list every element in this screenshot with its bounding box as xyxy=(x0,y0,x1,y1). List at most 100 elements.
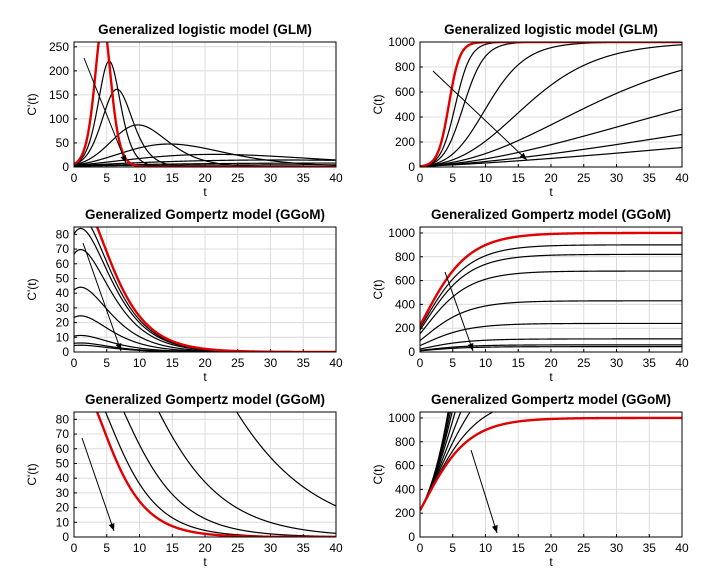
x-tick-label: 0 xyxy=(71,356,78,370)
y-tick-label: 60 xyxy=(56,257,70,271)
chart-panel-6: Generalized Gompertz model (GGoM) 0 5 10 15 2… xyxy=(371,392,689,569)
y-tick-label: 600 xyxy=(395,274,415,288)
y-tick-label: 0 xyxy=(62,530,69,544)
x-axis-label: t xyxy=(549,555,553,569)
x-tick-label: 15 xyxy=(166,356,180,370)
series-group xyxy=(420,412,682,511)
chart-title: Generalized Gompertz model (GGoM) xyxy=(431,392,671,407)
chart-title: Generalized Gompertz model (GGoM) xyxy=(85,207,325,222)
x-tick-label: 30 xyxy=(610,356,624,370)
series-line-3 xyxy=(420,412,471,511)
x-tick-label: 25 xyxy=(231,171,245,185)
y-tick-label: 70 xyxy=(56,427,70,441)
y-tick-label: 0 xyxy=(408,530,415,544)
series-line-6 xyxy=(74,153,336,167)
x-tick-label: 20 xyxy=(198,171,212,185)
series-line-6 xyxy=(420,322,682,347)
x-tick-label: 0 xyxy=(71,541,78,555)
x-tick-label: 0 xyxy=(417,171,424,185)
chart-title: Generalized Gompertz model (GGoM) xyxy=(85,392,325,407)
x-tick-label: 10 xyxy=(479,541,493,555)
y-tick-label: 20 xyxy=(56,316,70,330)
y-tick-label: 50 xyxy=(56,271,70,285)
y-tick-label: 800 xyxy=(395,250,415,264)
trend-arrow-head xyxy=(491,525,498,533)
y-tick-label: 1000 xyxy=(388,226,415,240)
x-tick-label: 20 xyxy=(544,356,558,370)
y-tick-label: 400 xyxy=(395,110,415,124)
y-tick-label: 200 xyxy=(395,135,415,149)
trend-arrow-head xyxy=(120,155,126,163)
x-tick-label: 25 xyxy=(577,541,591,555)
x-tick-label: 30 xyxy=(264,541,278,555)
y-tick-label: 50 xyxy=(56,136,70,150)
trend-arrow xyxy=(83,57,127,164)
x-tick-label: 10 xyxy=(133,541,147,555)
series-line-9 xyxy=(420,346,682,352)
series-line-9 xyxy=(420,146,682,167)
y-axis-label: C(t) xyxy=(371,95,385,115)
y-tick-label: 50 xyxy=(56,456,70,470)
axes-frame xyxy=(419,41,683,168)
x-tick-label: 35 xyxy=(297,356,311,370)
series-line-2 xyxy=(420,244,682,329)
series-line-5 xyxy=(420,44,682,167)
y-tick-label: 30 xyxy=(56,486,70,500)
y-tick-label: 10 xyxy=(56,330,70,344)
y-tick-label: 10 xyxy=(56,515,70,529)
series-line-1 xyxy=(74,42,336,167)
axes-frame xyxy=(73,411,337,538)
series-group xyxy=(420,231,682,352)
y-axis-label: C(t) xyxy=(371,465,385,485)
y-tick-label: 250 xyxy=(49,40,69,54)
y-tick-label: 60 xyxy=(56,442,70,456)
y-tick-label: 0 xyxy=(62,345,69,359)
series-line-4 xyxy=(158,412,336,534)
chart-title: Generalized logistic model (GLM) xyxy=(98,22,312,37)
chart-title: Generalized Gompertz model (GGoM) xyxy=(431,207,671,222)
chart-title: Generalized logistic model (GLM) xyxy=(444,22,658,37)
x-tick-label: 40 xyxy=(675,171,689,185)
series-line-2 xyxy=(420,412,495,511)
y-tick-label: 1000 xyxy=(388,35,415,49)
series-line-7 xyxy=(420,108,682,167)
axes-frame xyxy=(419,411,683,538)
y-tick-label: 200 xyxy=(395,506,415,520)
y-tick-label: 400 xyxy=(395,297,415,311)
x-tick-label: 0 xyxy=(417,356,424,370)
x-tick-label: 40 xyxy=(329,356,343,370)
x-tick-label: 10 xyxy=(479,356,493,370)
y-axis-label: C'(t) xyxy=(25,93,39,115)
x-tick-label: 10 xyxy=(479,171,493,185)
x-tick-label: 35 xyxy=(297,541,311,555)
x-tick-label: 35 xyxy=(297,171,311,185)
chart-panel-4: Generalized Gompertz model (GGoM) 0 5 10 15 2… xyxy=(371,207,689,384)
y-tick-label: 400 xyxy=(395,482,415,496)
y-tick-label: 150 xyxy=(49,88,69,102)
x-axis-label: t xyxy=(203,555,207,569)
y-tick-label: 0 xyxy=(62,160,69,174)
x-axis-label: t xyxy=(549,370,553,384)
y-tick-label: 40 xyxy=(56,286,70,300)
x-tick-label: 30 xyxy=(610,171,624,185)
x-axis-label: t xyxy=(203,370,207,384)
x-tick-label: 5 xyxy=(449,171,456,185)
series-line-8 xyxy=(420,344,682,351)
x-tick-label: 0 xyxy=(417,541,424,555)
x-tick-label: 30 xyxy=(264,171,278,185)
x-tick-label: 25 xyxy=(231,356,245,370)
trend-arrow-head xyxy=(115,343,122,351)
y-tick-label: 800 xyxy=(395,60,415,74)
y-tick-label: 20 xyxy=(56,501,70,515)
series-line-1 xyxy=(420,231,682,326)
series-line-8 xyxy=(420,133,682,167)
series-line-9 xyxy=(74,164,336,167)
x-tick-label: 20 xyxy=(544,541,558,555)
x-axis-label: t xyxy=(549,185,553,199)
y-tick-label: 600 xyxy=(395,459,415,473)
axes-frame xyxy=(73,226,337,353)
y-tick-label: 80 xyxy=(56,227,70,241)
x-tick-label: 35 xyxy=(643,541,657,555)
series-line-5 xyxy=(74,143,336,167)
trend-arrow-head xyxy=(467,343,474,351)
